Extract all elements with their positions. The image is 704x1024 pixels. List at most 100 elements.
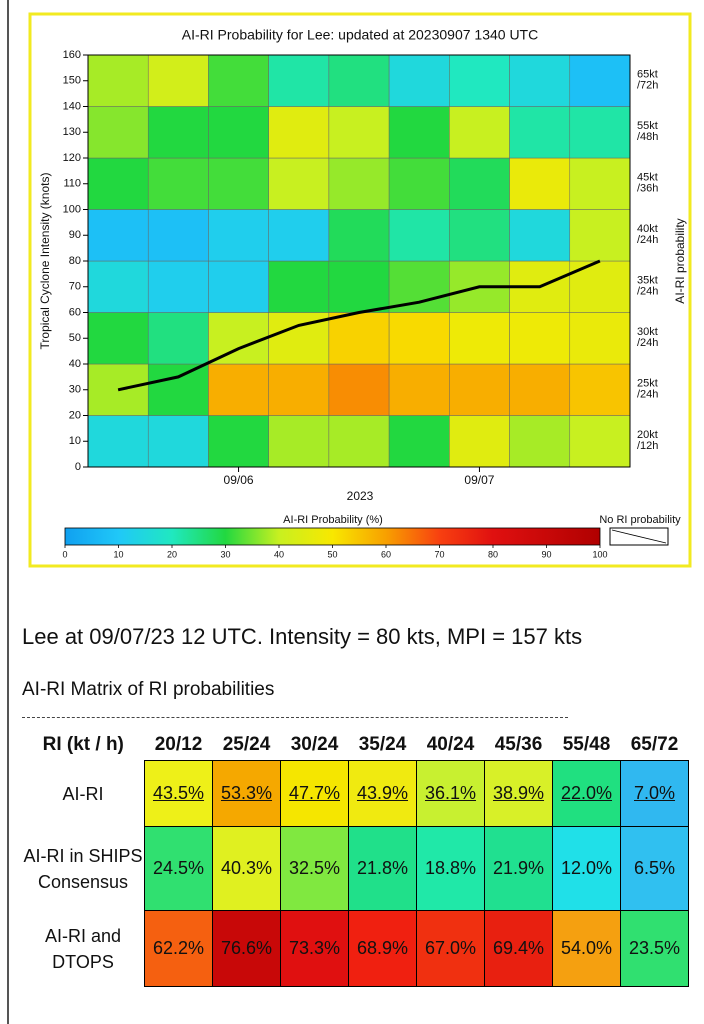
- no-data-slash: [611, 529, 667, 544]
- heatmap-cell: [328, 157, 390, 210]
- cell-link[interactable]: 22.0%: [560, 783, 613, 803]
- heatmap-cell: [87, 260, 149, 313]
- chart-title: AI-RI Probability for Lee: updated at 20…: [182, 27, 538, 43]
- header-cell: RI (kt / h): [42, 734, 124, 756]
- heatmap-cell: [388, 106, 450, 159]
- matrix-cell: 53.3%: [212, 760, 281, 827]
- x-axis-label: 2023: [347, 489, 374, 503]
- heatmap-cell: [328, 415, 390, 468]
- heatmap-cell: [509, 157, 571, 210]
- row-label: 65kt: [637, 69, 658, 81]
- heatmap-cell: [509, 363, 571, 416]
- cell-value: 67.0%: [424, 938, 477, 958]
- colorbar-tick-label: 0: [62, 549, 67, 559]
- row-label: /24h: [637, 234, 658, 246]
- cell-link[interactable]: 7.0%: [633, 783, 676, 803]
- heatmap-cell: [509, 106, 571, 159]
- matrix-cell: 69.4%: [484, 910, 553, 987]
- no-data-label: No RI probability: [599, 514, 681, 526]
- cell-value: 76.6%: [220, 938, 273, 958]
- cell-value: 68.9%: [356, 938, 409, 958]
- colorbar-tick-label: 10: [113, 549, 123, 559]
- y2-axis-label: AI-RI probability: [673, 218, 687, 303]
- header-cell: 65/72: [630, 734, 679, 755]
- y-tick-label: 50: [69, 332, 81, 344]
- matrix-cell: 22.0%: [552, 760, 621, 827]
- y-tick-label: 0: [75, 461, 81, 473]
- y-tick-label: 120: [63, 152, 81, 164]
- header-cell: 55/48: [562, 734, 611, 755]
- header-cell: 35/24: [358, 734, 407, 755]
- cell-link[interactable]: 47.7%: [288, 783, 341, 803]
- matrix-cell: 43.5%: [144, 760, 213, 827]
- left-border: [7, 0, 9, 1024]
- colorbar-tick-label: 100: [592, 549, 607, 559]
- cell-link[interactable]: 53.3%: [220, 783, 273, 803]
- heatmap-cell: [268, 415, 330, 468]
- matrix-cell: 40.3%: [212, 826, 281, 911]
- matrix-cell: 12.0%: [552, 826, 621, 911]
- row-label: 30kt: [637, 326, 658, 338]
- colorbar-tick-label: 50: [327, 549, 337, 559]
- heatmap-cell: [449, 54, 510, 107]
- y-tick-label: 60: [69, 306, 81, 318]
- table-row: AI-RI and DTOPS 62.2% 76.6% 73.3% 68.9% 67.0%…: [22, 910, 689, 987]
- heatmap-cell: [449, 209, 510, 262]
- heatmap-cell: [208, 157, 269, 210]
- heatmap-cell: [569, 54, 631, 107]
- y-tick-label: 10: [69, 435, 81, 447]
- colorbar-tick-label: 90: [541, 549, 551, 559]
- matrix-cell: 24.5%: [144, 826, 213, 911]
- matrix-cell: 73.3%: [280, 910, 349, 987]
- heatmap-cell: [449, 415, 510, 468]
- heatmap-cell: [208, 54, 269, 107]
- heatmap-cell: [449, 363, 510, 416]
- colorbar-tick-label: 30: [220, 549, 230, 559]
- heatmap-cell: [388, 312, 450, 365]
- cell-value: 73.3%: [288, 938, 341, 958]
- heatmap-cell: [569, 106, 631, 159]
- cell-link[interactable]: 38.9%: [492, 783, 545, 803]
- heatmap-cell: [147, 209, 209, 262]
- colorbar-tick-label: 20: [167, 549, 177, 559]
- colorbar-label: AI-RI Probability (%): [283, 514, 383, 526]
- row-label: AI-RI and DTOPS: [44, 925, 122, 972]
- heatmap-cell: [449, 106, 510, 159]
- heatmap-cell: [509, 312, 571, 365]
- heatmap-cell: [147, 54, 209, 107]
- y-tick-label: 90: [69, 229, 81, 241]
- cell-value: 40.3%: [220, 858, 273, 878]
- row-label: AI-RI in SHIPS Consensus: [23, 845, 143, 892]
- heatmap-cell: [268, 260, 330, 313]
- y-axis-label: Tropical Cyclone Intensity (knots): [38, 173, 52, 350]
- heatmap-cell: [87, 415, 149, 468]
- divider: [22, 717, 568, 718]
- row-label: /12h: [637, 440, 658, 452]
- matrix-cell: 21.8%: [348, 826, 417, 911]
- row-label: /48h: [637, 131, 658, 143]
- row-label: /36h: [637, 183, 658, 195]
- heatmap-cell: [388, 54, 450, 107]
- y-tick-label: 20: [69, 409, 81, 421]
- cell-value: 21.8%: [356, 858, 409, 878]
- row-label: /72h: [637, 80, 658, 92]
- heatmap-cell: [268, 106, 330, 159]
- matrix-cell: 76.6%: [212, 910, 281, 987]
- row-label: 25kt: [637, 378, 658, 390]
- cell-link[interactable]: 36.1%: [424, 783, 477, 803]
- cell-value: 54.0%: [560, 938, 613, 958]
- matrix-cell: 62.2%: [144, 910, 213, 987]
- heatmap-cell: [87, 312, 149, 365]
- heatmap-cell: [147, 415, 209, 468]
- heatmap-cell: [388, 415, 450, 468]
- y-tick-label: 110: [63, 178, 81, 190]
- heatmap-cell: [569, 415, 631, 468]
- matrix-cell: 7.0%: [620, 760, 689, 827]
- heatmap-cell: [569, 157, 631, 210]
- matrix-cell: 54.0%: [552, 910, 621, 987]
- cell-link[interactable]: 43.9%: [356, 783, 409, 803]
- cell-link[interactable]: 43.5%: [152, 783, 205, 803]
- row-label: 55kt: [637, 120, 658, 132]
- cell-value: 62.2%: [152, 938, 205, 958]
- heatmap-cell: [569, 312, 631, 365]
